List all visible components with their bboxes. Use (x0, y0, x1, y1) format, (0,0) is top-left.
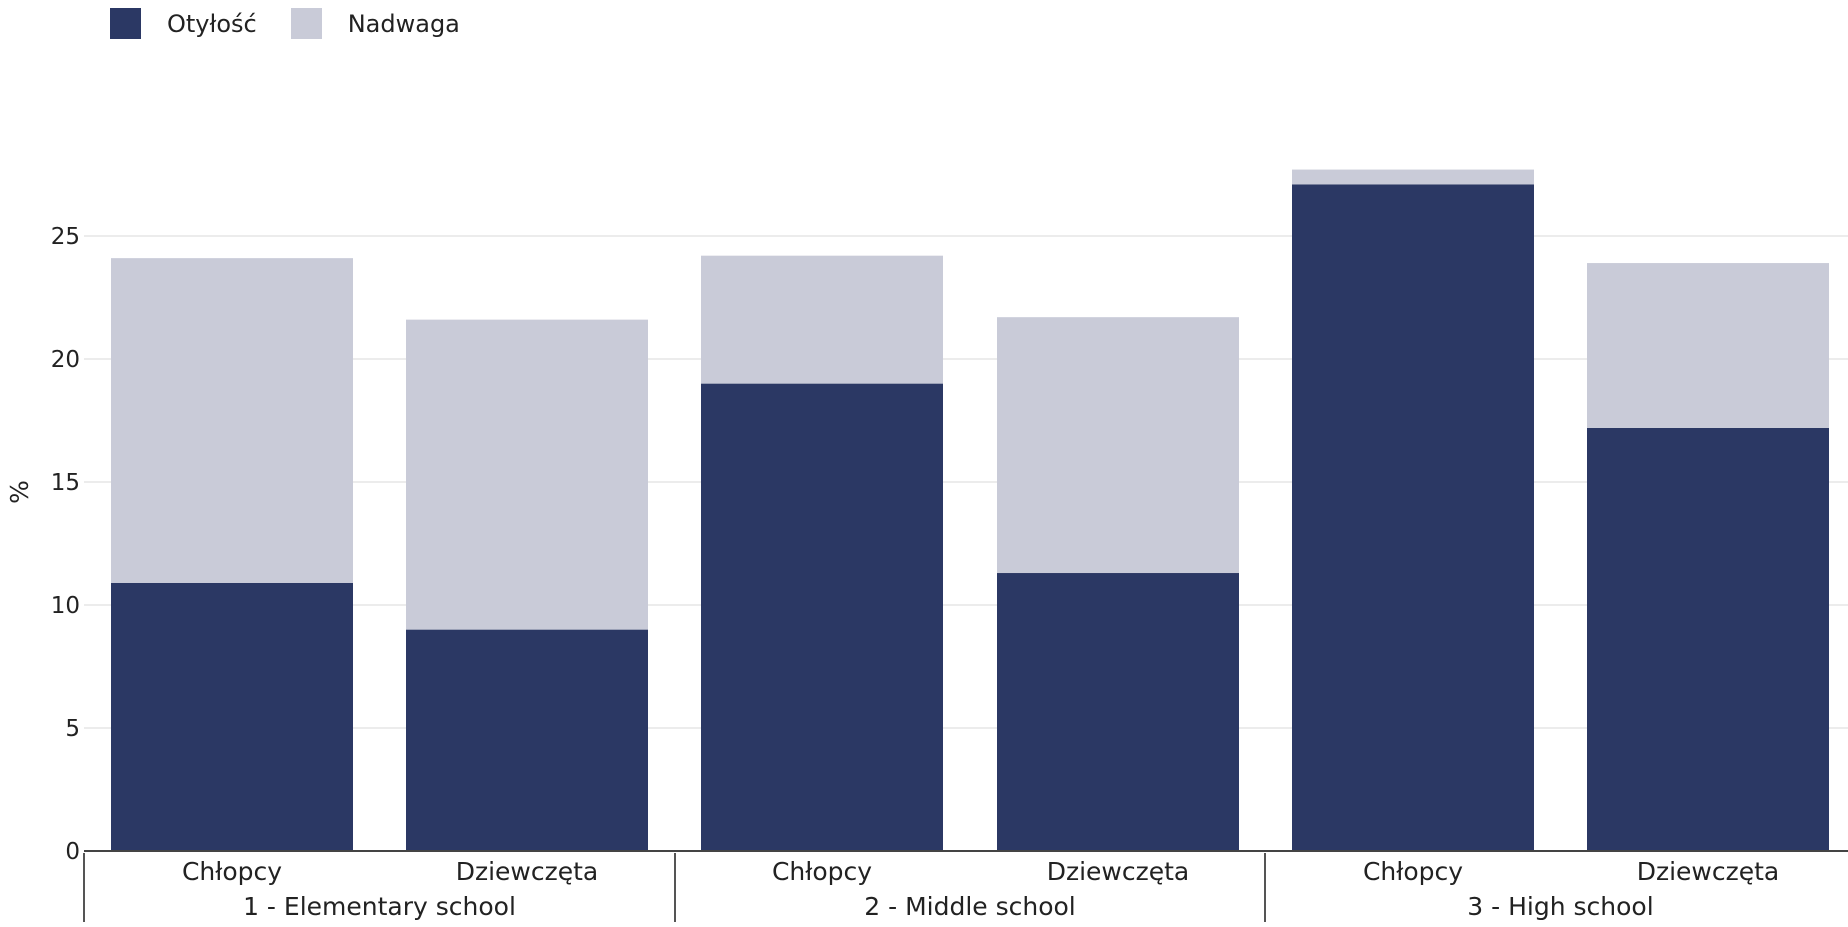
x-tick-label: Chłopcy (772, 857, 872, 886)
bar-otylosc[interactable] (406, 629, 648, 851)
bar-nadwaga[interactable] (1587, 263, 1829, 428)
grid-lines (84, 235, 1848, 729)
x-tick-label: Dziewczęta (1047, 857, 1190, 886)
legend-swatch-otylosc (110, 8, 141, 39)
y-tick-label: 5 (65, 716, 80, 742)
legend-item-otylosc[interactable]: Otyłość (110, 8, 257, 39)
bar-nadwaga[interactable] (111, 258, 353, 583)
y-tick-label: 15 (51, 470, 80, 496)
bar-otylosc[interactable] (997, 573, 1239, 851)
x-tick-label: Dziewczęta (1637, 857, 1780, 886)
bar-otylosc[interactable] (701, 383, 943, 851)
legend-item-nadwaga[interactable]: Nadwaga (290, 8, 460, 39)
bar-nadwaga[interactable] (997, 317, 1239, 574)
x-tick-label: Chłopcy (182, 857, 282, 886)
x-axis: Chłopcy Dziewczęta Chłopcy Dziewczęta Chłopc… (83, 850, 1848, 922)
x-tick-label: Chłopcy (1363, 857, 1463, 886)
legend-label-nadwaga: Nadwaga (347, 9, 460, 38)
x-group-label: 3 - High school (1467, 892, 1653, 921)
x-group-label: 1 - Elementary school (243, 892, 516, 921)
bar-otylosc[interactable] (1587, 427, 1829, 851)
y-axis-ticks: 0 5 10 15 20 25 (51, 224, 80, 865)
y-tick-label: 10 (51, 593, 80, 619)
legend-swatch-nadwaga (290, 8, 322, 39)
bars (111, 169, 1829, 852)
bar-nadwaga[interactable] (701, 255, 943, 384)
y-tick-label: 0 (65, 839, 80, 865)
bar-otylosc[interactable] (1292, 184, 1534, 852)
bar-nadwaga[interactable] (1292, 169, 1534, 185)
legend: Otyłość Nadwaga (110, 8, 494, 39)
x-group-label: 2 - Middle school (864, 892, 1076, 921)
y-tick-label: 25 (51, 224, 80, 250)
y-axis-label: % (5, 480, 34, 504)
y-tick-label: 20 (51, 347, 80, 373)
bar-nadwaga[interactable] (406, 319, 648, 630)
legend-label-otylosc: Otyłość (167, 9, 257, 38)
bar-otylosc[interactable] (111, 582, 353, 851)
x-tick-label: Dziewczęta (456, 857, 599, 886)
